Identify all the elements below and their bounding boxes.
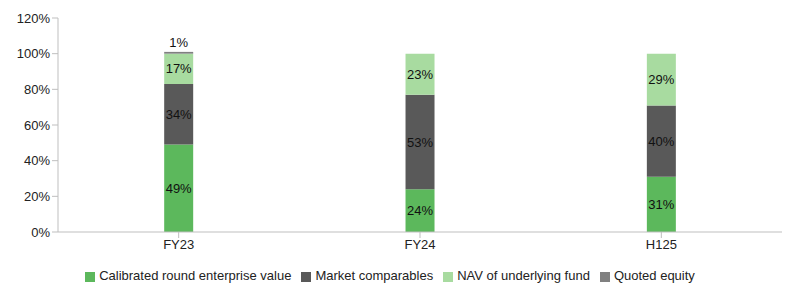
html-text:NAV of underlying fund: NAV of underlying fund xyxy=(457,268,590,283)
svg-text:17%: 17% xyxy=(166,61,192,76)
svg-text:100%: 100% xyxy=(17,46,51,61)
svg-text:120%: 120% xyxy=(17,11,51,26)
svg-text:1%: 1% xyxy=(169,35,188,50)
svg-text:FY23: FY23 xyxy=(163,237,194,252)
html-text:Market comparables: Market comparables xyxy=(315,268,434,283)
svg-text:53%: 53% xyxy=(407,135,433,150)
svg-text:23%: 23% xyxy=(407,67,433,82)
svg-text:40%: 40% xyxy=(648,134,674,149)
svg-text:H125: H125 xyxy=(646,237,677,252)
svg-text:29%: 29% xyxy=(648,72,674,87)
svg-text:0%: 0% xyxy=(31,225,50,240)
html-text:Quoted equity: Quoted equity xyxy=(613,268,695,283)
svg-text:49%: 49% xyxy=(166,181,192,196)
svg-text:20%: 20% xyxy=(24,189,50,204)
svg-text:40%: 40% xyxy=(24,153,50,168)
svg-text:34%: 34% xyxy=(166,107,192,122)
svg-text:60%: 60% xyxy=(24,118,50,133)
svg-text:31%: 31% xyxy=(648,197,674,212)
svg-text:24%: 24% xyxy=(407,203,433,218)
svg-text:FY24: FY24 xyxy=(404,237,435,252)
svg-text:80%: 80% xyxy=(24,82,50,97)
html-text:Calibrated round enterprise va: Calibrated round enterprise value xyxy=(99,268,292,283)
